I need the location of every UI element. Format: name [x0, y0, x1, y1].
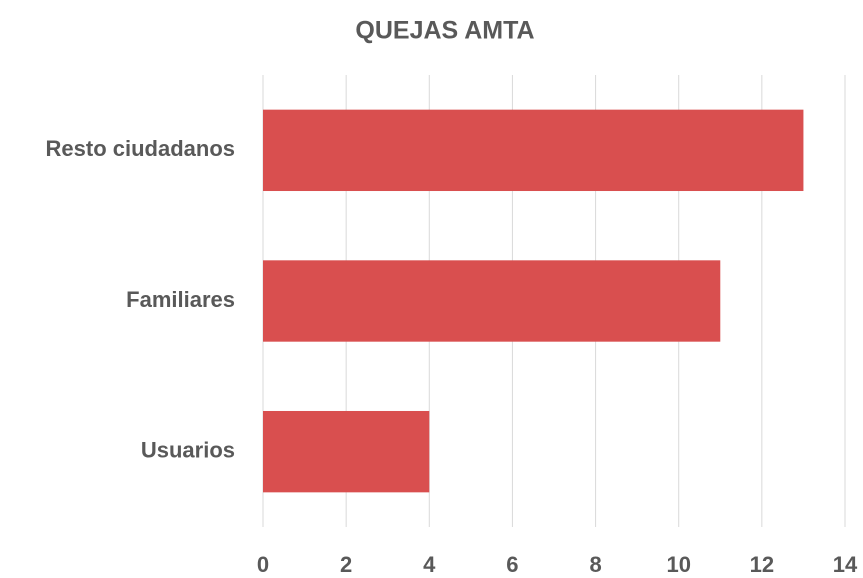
bar [263, 109, 804, 192]
x-tick-label: 6 [506, 552, 518, 577]
x-tick-label: 8 [589, 552, 601, 577]
bar [263, 260, 721, 342]
x-tick-label: 2 [340, 552, 352, 577]
bar [263, 410, 430, 493]
y-tick-label: Resto ciudadanos [46, 136, 235, 161]
x-tick-label: 10 [666, 552, 690, 577]
y-tick-label: Familiares [126, 287, 235, 312]
x-tick-label: 4 [423, 552, 436, 577]
x-tick-label: 14 [833, 552, 858, 577]
y-tick-label: Usuarios [141, 437, 235, 462]
x-tick-label: 12 [750, 552, 774, 577]
chart-title: QUEJAS AMTA [355, 17, 534, 45]
x-tick-label: 0 [257, 552, 269, 577]
